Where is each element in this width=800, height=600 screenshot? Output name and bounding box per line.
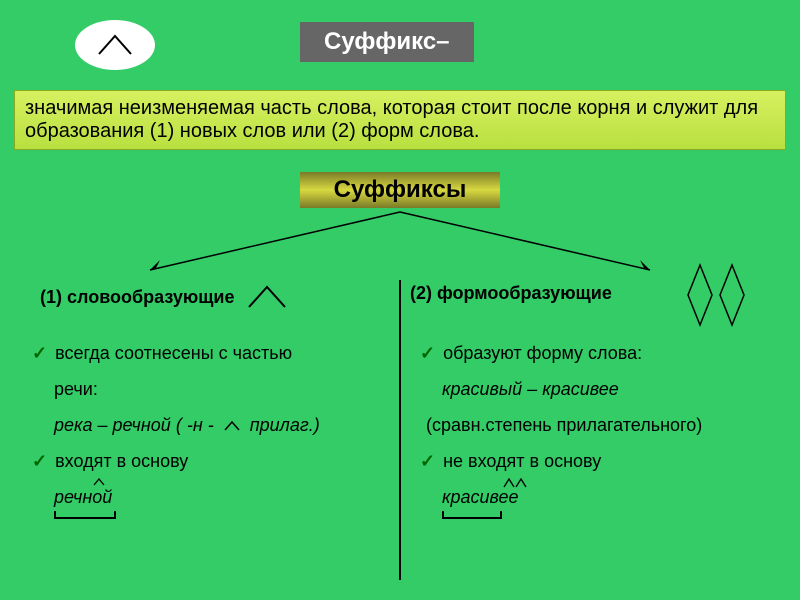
morpheme-word: красивее xyxy=(442,479,519,515)
base-bracket-icon xyxy=(54,511,116,519)
definition-text: значимая неизменяемая часть слова, котор… xyxy=(14,90,786,150)
caret-icon xyxy=(92,477,106,487)
branch-lines xyxy=(130,208,670,278)
caret-icon xyxy=(95,32,135,58)
list-item-line2: речи: xyxy=(54,371,392,407)
caret-icon xyxy=(502,477,528,489)
example-text: речной xyxy=(54,479,392,515)
caret-icon xyxy=(223,420,241,432)
example-text: река – речной ( -н - прилаг.) xyxy=(54,407,392,443)
left-list: всегда соотнесены с частью речи: река – … xyxy=(32,335,392,515)
left-heading-text: (1) словообразующие xyxy=(40,287,235,308)
subheading: Суффиксы xyxy=(300,172,500,208)
right-heading-text: (2) формообразующие xyxy=(410,283,612,304)
word-text: речной xyxy=(54,487,112,507)
list-item: всегда соотнесены с частью xyxy=(32,335,392,371)
left-column-heading: (1) словообразующие xyxy=(40,283,289,311)
list-item: образуют форму слова: xyxy=(420,335,790,371)
base-bracket-icon xyxy=(442,511,502,519)
example-text: красивее xyxy=(442,479,790,515)
page-title: Суффикс– xyxy=(300,22,474,62)
example-text: красивый – красивее xyxy=(442,371,790,407)
list-item: входят в основу xyxy=(32,443,392,479)
right-column-heading: (2) формообразующие xyxy=(410,283,612,304)
example-paren: ( -н - xyxy=(176,415,219,435)
column-divider xyxy=(399,280,401,580)
example-post: прилаг.) xyxy=(250,415,320,435)
morpheme-word: речной xyxy=(54,479,112,515)
diamond-icon xyxy=(680,255,760,335)
paren-note: (сравн.степень прилагательного) xyxy=(426,407,790,443)
word-text: красивее xyxy=(442,487,519,507)
suffix-symbol-ellipse xyxy=(75,20,155,70)
list-item: не входят в основу xyxy=(420,443,790,479)
example-word: река – речной xyxy=(54,415,171,435)
caret-icon xyxy=(245,283,289,311)
right-list: образуют форму слова: красивый – красиве… xyxy=(420,335,790,515)
